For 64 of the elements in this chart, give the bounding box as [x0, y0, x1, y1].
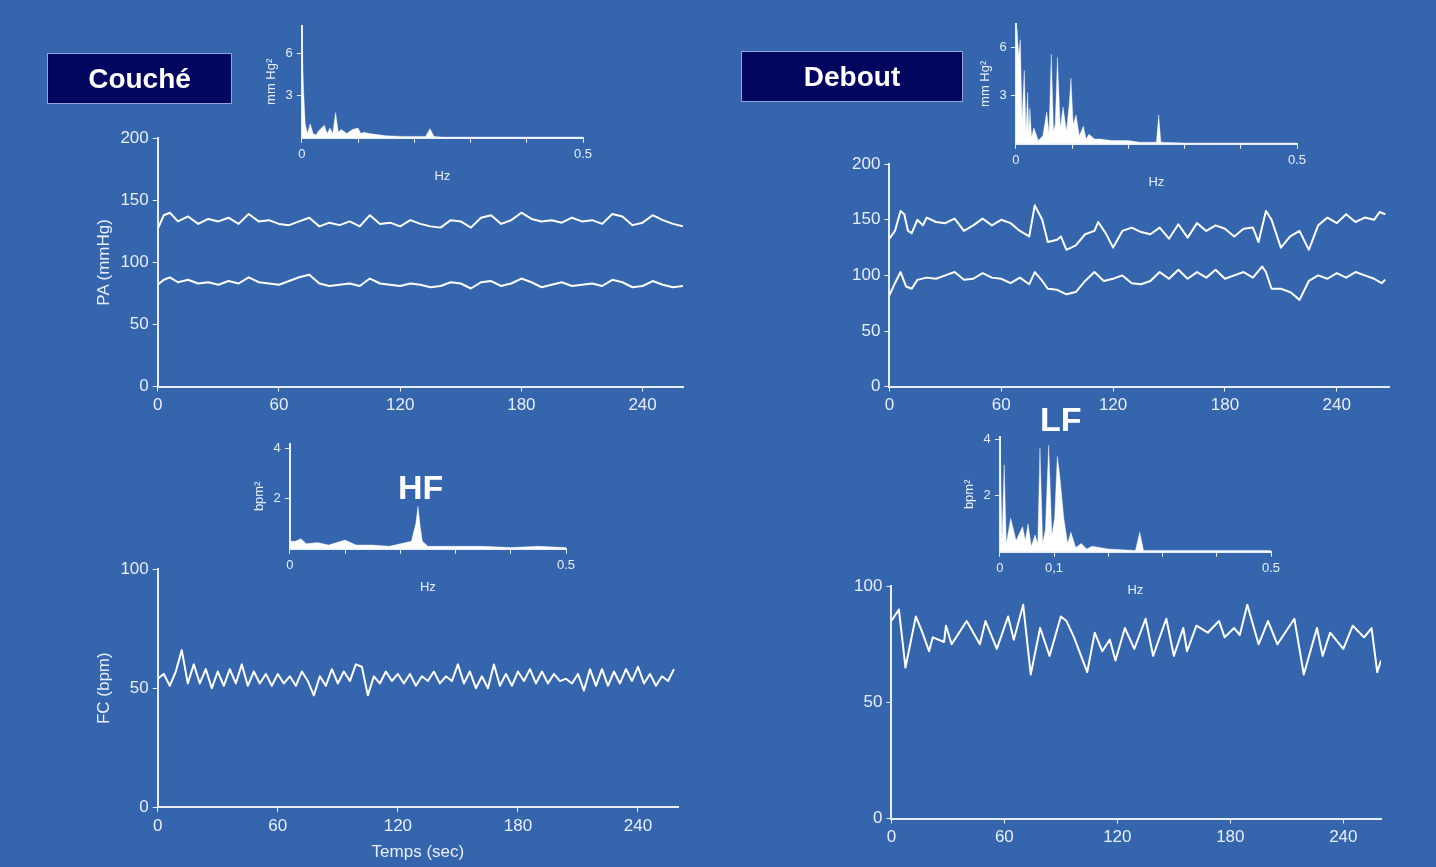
x-tick-label: 240: [1329, 827, 1358, 847]
x-tick-label: 0.5: [556, 557, 576, 573]
x-axis-title: Hz: [434, 167, 451, 183]
x-tick-label: 60: [994, 827, 1014, 847]
y-axis-title: mm Hg²: [977, 60, 993, 107]
x-tick-label: 0,1: [1045, 560, 1064, 576]
x-axis-title: Hz: [1148, 173, 1165, 189]
x-tick-label: 120: [385, 395, 415, 415]
y-axis-title: bpm²: [961, 478, 977, 510]
y-tick-label: 0: [139, 376, 149, 396]
x-tick-label: 180: [507, 395, 536, 415]
y-axis-title: PA (mmHg): [93, 219, 113, 306]
x-tick-label: 180: [503, 816, 533, 836]
y-tick-label: 150: [120, 189, 149, 209]
y-tick-label: 4: [983, 431, 991, 447]
y-tick-label: 2: [273, 490, 281, 506]
y-axis-title: bpm²: [251, 480, 267, 512]
y-tick-label: 200: [120, 127, 149, 147]
y-tick-label: 200: [851, 153, 881, 173]
x-tick-label: 120: [1098, 395, 1128, 415]
chart-title: Debout: [741, 51, 963, 102]
x-tick-label: 0: [886, 827, 897, 847]
y-tick-label: 4: [273, 440, 281, 456]
x-tick-label: 60: [269, 395, 289, 415]
y-tick-label: 100: [851, 265, 881, 285]
y-tick-label: 0: [870, 376, 881, 396]
y-tick-label: 50: [863, 692, 883, 712]
y-tick-label: 2: [983, 487, 991, 503]
x-tick-label: 60: [268, 816, 288, 836]
x-axis-title: Temps (sec): [371, 842, 465, 862]
y-tick-label: 100: [120, 252, 149, 272]
annotation: HF: [398, 468, 444, 507]
x-tick-label: 0.5: [1287, 152, 1307, 168]
y-axis-title: mm Hg²: [263, 58, 279, 105]
x-tick-label: 0: [298, 146, 306, 162]
x-tick-label: 120: [1103, 827, 1132, 847]
y-tick-label: 3: [285, 87, 293, 103]
x-axis-title: Hz: [1127, 581, 1144, 597]
x-tick-label: 240: [623, 816, 653, 836]
x-tick-label: 120: [383, 816, 413, 836]
y-axis-title: FC (bpm): [93, 652, 113, 725]
y-tick-label: 50: [861, 320, 881, 340]
x-tick-label: 60: [991, 395, 1011, 415]
x-tick-label: 240: [628, 395, 657, 415]
y-tick-label: 0: [139, 796, 149, 816]
x-tick-label: 0: [153, 395, 163, 415]
y-tick-label: 6: [999, 39, 1007, 55]
x-tick-label: 0: [153, 816, 163, 836]
chart-title: Couché: [47, 53, 232, 104]
x-tick-label: 240: [1322, 395, 1351, 415]
y-tick-label: 6: [285, 45, 293, 61]
annotation: LF: [1040, 400, 1082, 439]
x-axis-title: Hz: [419, 578, 436, 594]
y-tick-label: 100: [120, 558, 149, 578]
x-tick-label: 180: [1216, 827, 1245, 847]
y-tick-label: 50: [129, 314, 149, 334]
x-tick-label: 0: [1012, 152, 1020, 168]
x-tick-label: 180: [1210, 395, 1240, 415]
y-tick-label: 3: [999, 87, 1007, 103]
y-tick-label: 150: [851, 209, 881, 229]
x-tick-label: 0.5: [573, 146, 593, 162]
y-tick-label: 50: [129, 677, 149, 697]
x-tick-label: 0.5: [1261, 560, 1281, 576]
y-tick-label: 100: [853, 575, 883, 595]
